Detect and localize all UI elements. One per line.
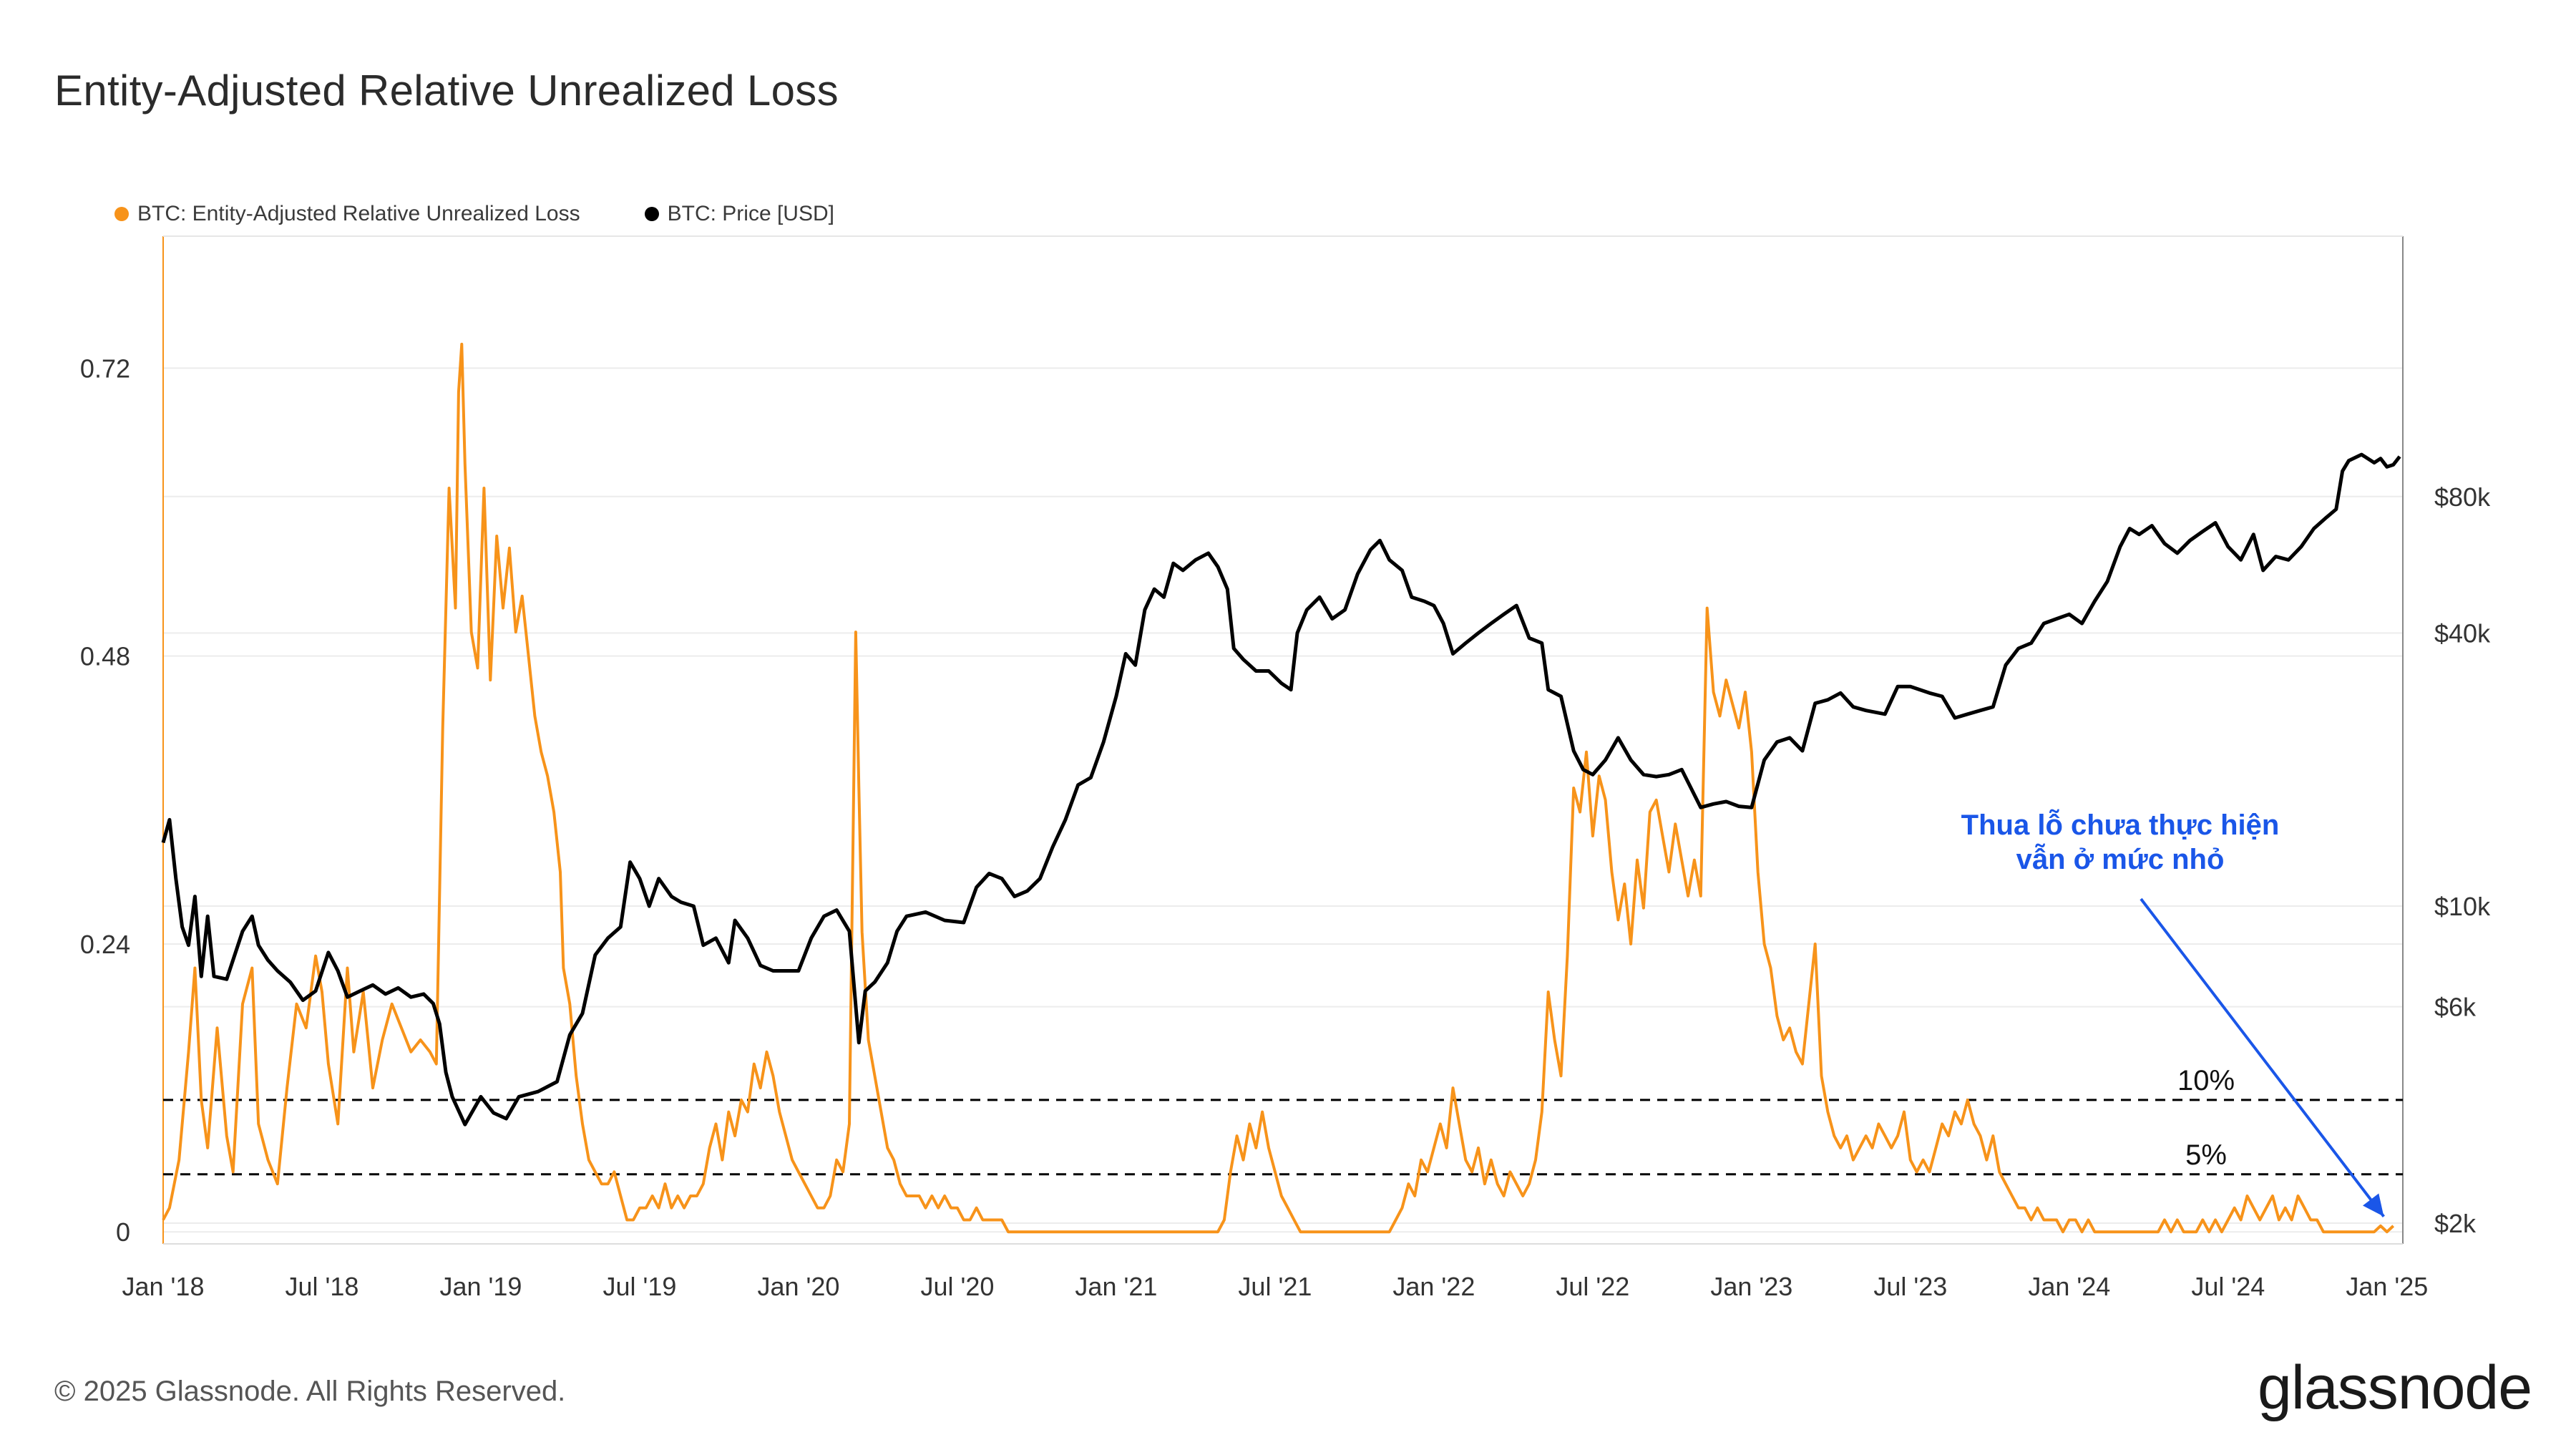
loss-series-line [162,342,2395,1234]
y-left-tick-label: 0.24 [80,930,130,959]
x-tick-label: Jul '19 [602,1272,676,1301]
y-right-tick-label: $10k [2434,892,2491,921]
x-tick-label: Jan '25 [2346,1272,2428,1301]
chart-title: Entity-Adjusted Relative Unrealized Loss [54,67,839,115]
annotation-arrow-line [2140,897,2385,1218]
legend-item-price[interactable]: BTC: Price [USD] [644,202,834,226]
x-tick-label: Jul '20 [920,1272,994,1301]
x-tick-label: Jul '22 [1556,1272,1629,1301]
y-right-tick-label: $6k [2434,993,2477,1022]
x-tick-label: Jul '24 [2191,1272,2265,1301]
brand-logo: glassnode [2258,1353,2532,1422]
legend-label-price: BTC: Price [USD] [667,202,834,225]
copyright-footer: © 2025 Glassnode. All Rights Reserved. [54,1376,566,1407]
y-left-tick-label: 0.48 [80,642,130,671]
annotation-arrow-head [2363,1193,2384,1217]
reference-line-label: 10% [2177,1065,2235,1096]
reference-line-label: 5% [2185,1139,2227,1171]
axis-labels: Jan '18 Jul '18 Jan '19 Jul '19 Jan '20 Jul '… [80,354,2491,1301]
x-tick-label: Jan '18 [122,1272,205,1301]
legend: BTC: Entity-Adjusted Relative Unrealized… [114,202,834,226]
grid-lines [163,367,2403,1233]
series-lines [161,342,2401,1234]
x-tick-label: Jan '21 [1075,1272,1157,1301]
y-right-tick-label: $80k [2434,482,2491,512]
x-tick-label: Jan '24 [2028,1272,2110,1301]
x-tick-label: Jul '18 [286,1272,359,1301]
x-tick-label: Jan '22 [1392,1272,1475,1301]
x-tick-label: Jan '23 [1710,1272,1792,1301]
price-series-line [161,452,2401,1127]
annotation-text: vẫn ở mức nhỏ [2016,842,2225,875]
x-tick-label: Jan '20 [757,1272,839,1301]
y-right-tick-label: $2k [2434,1209,2477,1238]
x-tick-label: Jan '19 [439,1272,522,1301]
legend-label-loss: BTC: Entity-Adjusted Relative Unrealized… [137,202,580,225]
y-left-tick-label: 0 [116,1217,130,1247]
plot-frame [162,235,2404,1245]
legend-dot-price [644,207,659,221]
y-left-tick-label: 0.72 [80,354,130,383]
y-right-tick-label: $40k [2434,619,2491,648]
x-tick-label: Jul '21 [1238,1272,1312,1301]
annotation-text: Thua lỗ chưa thực hiện [1961,808,2280,841]
legend-dot-loss [114,207,129,221]
legend-item-loss[interactable]: BTC: Entity-Adjusted Relative Unrealized… [114,202,580,226]
x-tick-label: Jul '23 [1873,1272,1947,1301]
reference-lines: 10% 5% [163,1065,2403,1176]
